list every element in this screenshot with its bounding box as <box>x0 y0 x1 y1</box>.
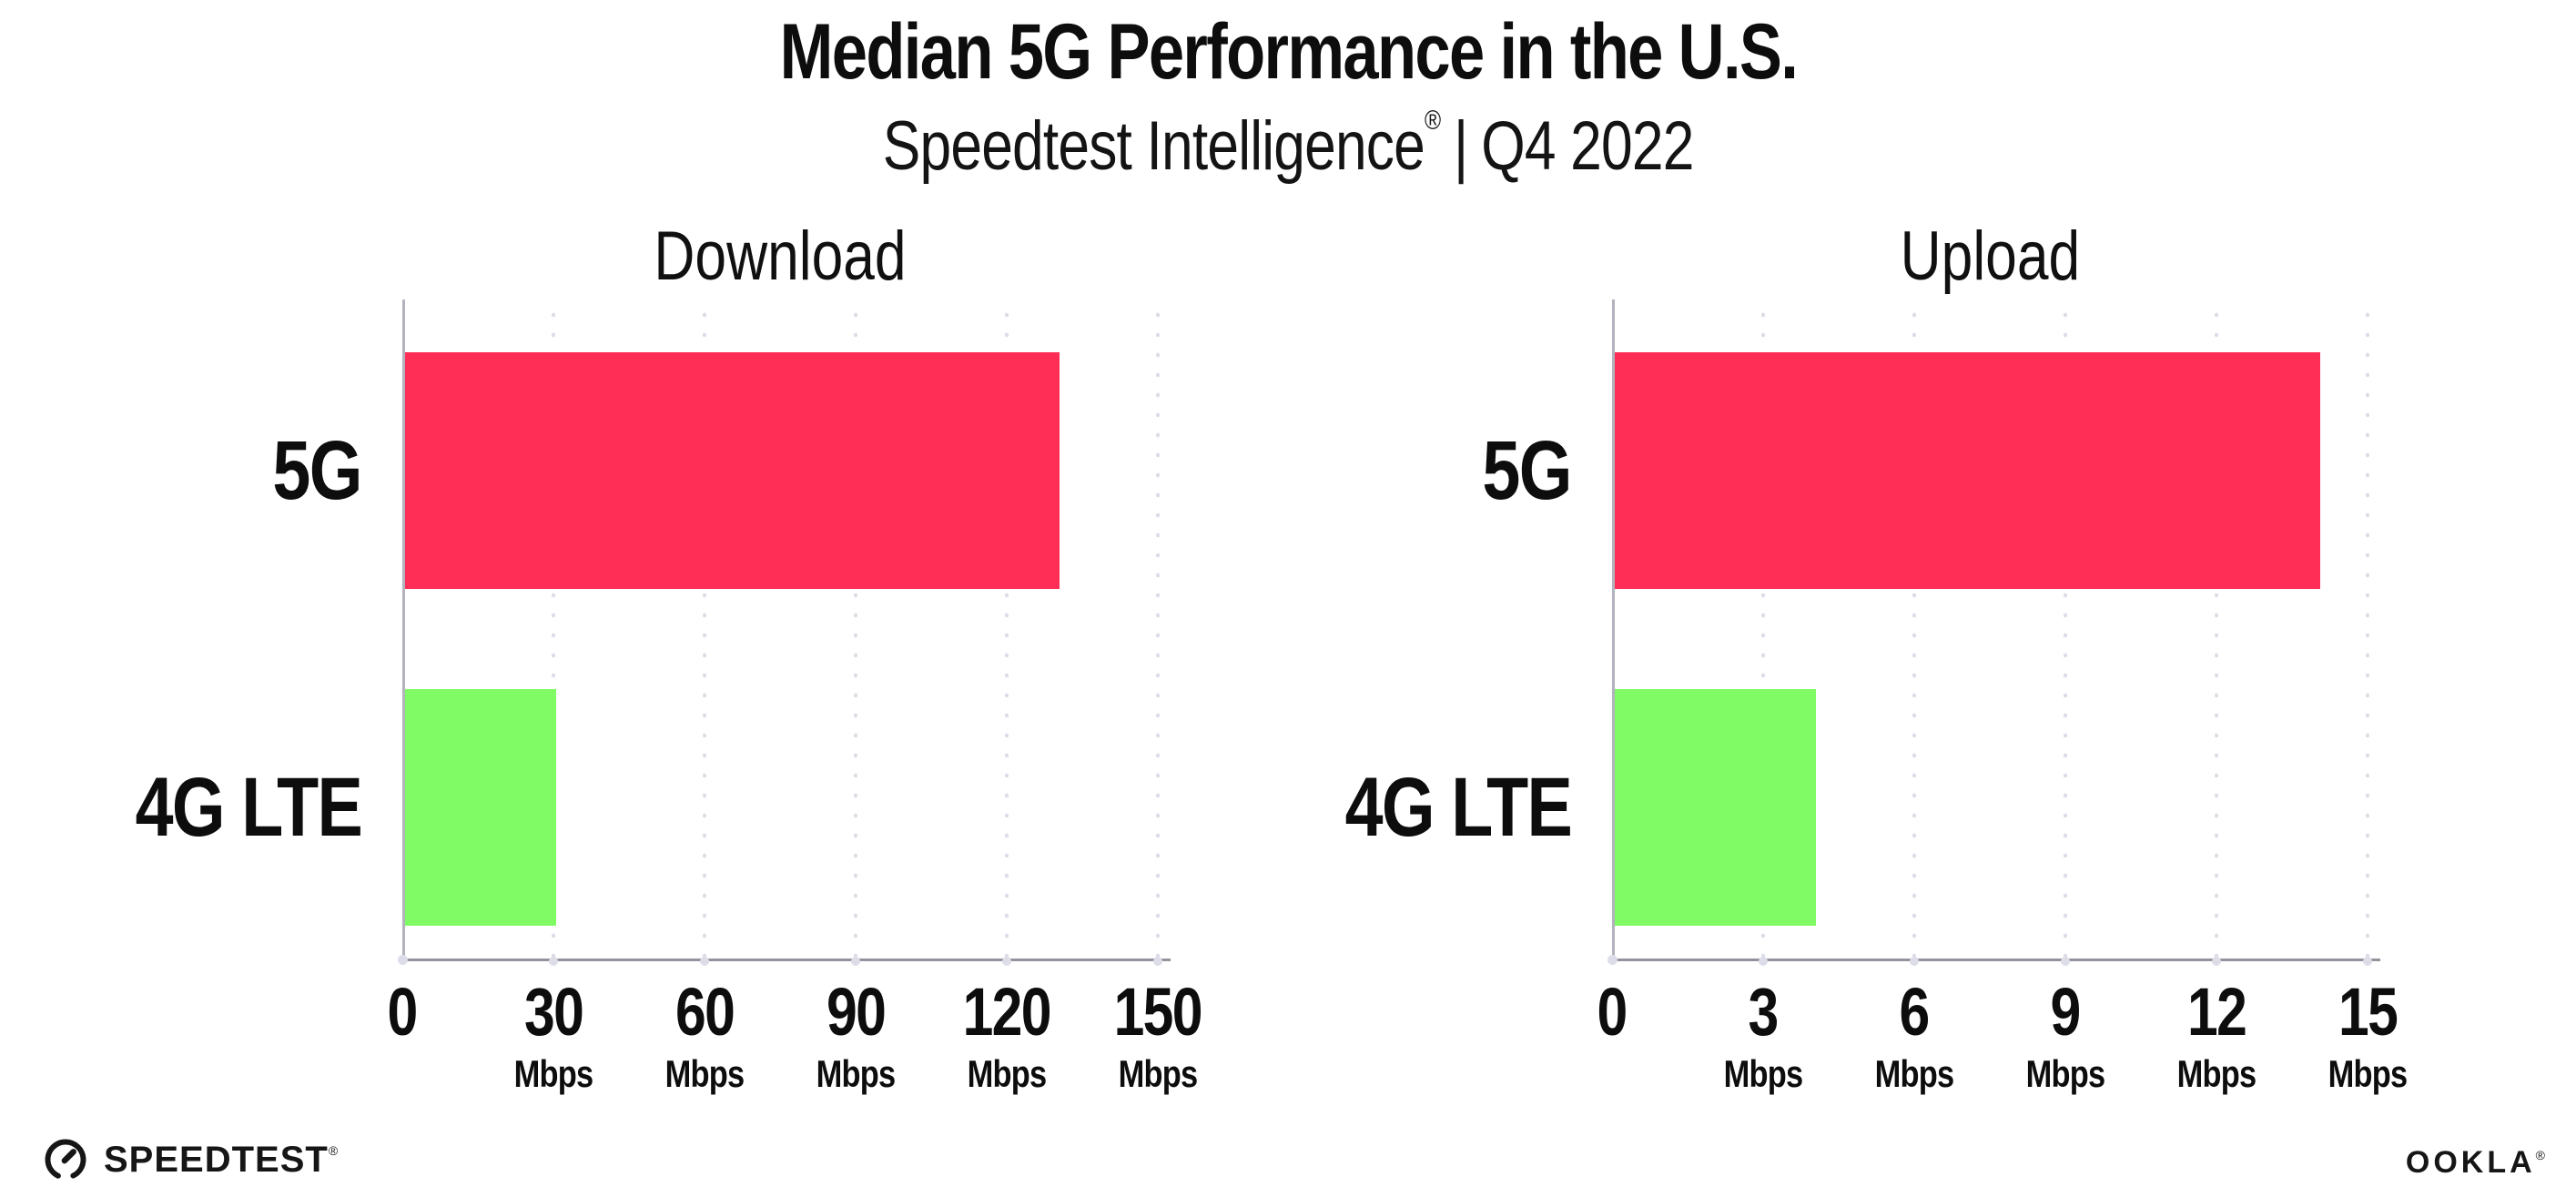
category-label-4g-lte: 4G LTE <box>1243 761 1572 854</box>
x-tick-download-90: 90 Mbps <box>746 979 965 1093</box>
upload-chart-plot: 0 3 Mbps 6 Mbps 9 Mbps 12 Mbps 15 Mbps 5G 4G LTE <box>1344 299 2408 1093</box>
x-tick-upload-6: 6 Mbps <box>1805 979 2023 1093</box>
gridline-download-150 <box>1153 305 1162 966</box>
x-tick-upload-9: 9 Mbps <box>1956 979 2175 1093</box>
upload-y-axis <box>1612 299 1615 959</box>
x-tick-download-60: 60 Mbps <box>595 979 814 1093</box>
x-tick-value: 15 <box>2338 974 2399 1050</box>
download-x-axis <box>398 955 1171 965</box>
page-title: Median 5G Performance in the U.S. <box>0 8 2576 96</box>
x-tick-upload-12: 12 Mbps <box>2107 979 2326 1093</box>
subtitle-text: Speedtest Intelligence® | Q4 2022 <box>882 106 1695 186</box>
upload-x-axis <box>1607 955 2380 965</box>
gridline-download-60 <box>700 305 709 966</box>
speedtest-wordmark: SPEEDTEST® <box>104 1139 340 1180</box>
registered-mark: ® <box>1424 106 1441 137</box>
x-tick-unit: Mbps <box>2328 1052 2408 1095</box>
page-title-text: Median 5G Performance in the U.S. <box>779 8 1798 96</box>
download-chart-plot: 0 30 Mbps 60 Mbps 90 Mbps 120 Mbps 150 Mbps 5G 4G LT… <box>135 299 1203 1093</box>
category-label-text: 5G <box>272 424 363 517</box>
x-tick-unit: Mbps <box>1723 1052 1803 1095</box>
x-tick-unit: Mbps <box>967 1052 1047 1095</box>
category-label-text: 4G LTE <box>1344 761 1572 854</box>
subtitle-brand: Speedtest Intelligence <box>882 107 1425 186</box>
upload-chart-title: Upload <box>1900 218 2080 295</box>
category-label-text: 4G LTE <box>135 761 362 854</box>
download-chart-title: Download <box>654 218 907 295</box>
x-tick-upload-15: 15 Mbps <box>2258 979 2477 1093</box>
x-tick-upload-0: 0 <box>1503 979 1721 1046</box>
x-tick-value: 150 <box>1113 974 1203 1050</box>
gridline-upload-9 <box>2061 305 2070 966</box>
x-tick-download-150: 150 Mbps <box>1049 979 1267 1093</box>
x-tick-download-0: 0 <box>293 979 512 1046</box>
x-tick-value: 30 <box>523 974 584 1050</box>
speedtest-registered-mark: ® <box>328 1142 340 1158</box>
x-tick-download-120: 120 Mbps <box>898 979 1116 1093</box>
gridline-download-120 <box>1002 305 1011 966</box>
x-tick-value: 0 <box>1597 974 1628 1050</box>
gridline-upload-3 <box>1759 305 1768 966</box>
category-label-text: 5G <box>1482 424 1573 517</box>
bar-5g-upload <box>1615 352 2320 589</box>
x-tick-unit: Mbps <box>2176 1052 2257 1095</box>
x-tick-upload-3: 3 Mbps <box>1654 979 1872 1093</box>
gridline-download-30 <box>549 305 558 966</box>
x-tick-download-30: 30 Mbps <box>444 979 663 1093</box>
bar-4g-lte-download <box>405 689 556 926</box>
x-tick-value: 60 <box>674 974 735 1050</box>
x-tick-value: 120 <box>962 974 1052 1050</box>
gridline-download-90 <box>851 305 860 966</box>
download-y-axis <box>402 299 405 959</box>
gridline-upload-15 <box>2363 305 2372 966</box>
x-tick-unit: Mbps <box>1118 1052 1198 1095</box>
header: Median 5G Performance in the U.S. Speedt… <box>0 11 2576 186</box>
ookla-wordmark: OOKLA <box>2405 1145 2536 1180</box>
category-label-5g: 5G <box>34 424 363 517</box>
speedtest-gauge-icon <box>45 1139 86 1181</box>
x-tick-unit: Mbps <box>816 1052 896 1095</box>
x-tick-value: 9 <box>2050 974 2082 1050</box>
category-label-4g-lte: 4G LTE <box>34 761 362 854</box>
x-tick-value: 0 <box>387 974 419 1050</box>
x-tick-value: 12 <box>2186 974 2247 1050</box>
x-tick-unit: Mbps <box>1874 1052 1954 1095</box>
x-tick-value: 90 <box>826 974 887 1050</box>
gridline-upload-12 <box>2212 305 2221 966</box>
x-tick-value: 6 <box>1899 974 1931 1050</box>
category-label-5g: 5G <box>1243 424 1573 517</box>
subtitle-period: Q4 2022 <box>1481 107 1694 186</box>
bar-4g-lte-upload <box>1615 689 1817 926</box>
x-tick-unit: Mbps <box>513 1052 593 1095</box>
subtitle-separator: | <box>1453 107 1468 186</box>
speedtest-logo: SPEEDTEST® <box>42 1136 339 1183</box>
bar-5g-download <box>405 352 1060 589</box>
gridline-upload-6 <box>1910 305 1919 966</box>
page-subtitle: Speedtest Intelligence® | Q4 2022 <box>0 106 2576 186</box>
ookla-logo: OOKLA® <box>2406 1145 2545 1181</box>
x-tick-unit: Mbps <box>664 1052 745 1095</box>
x-tick-value: 3 <box>1748 974 1780 1050</box>
x-tick-unit: Mbps <box>2025 1052 2105 1095</box>
ookla-registered-mark: ® <box>2535 1148 2545 1162</box>
